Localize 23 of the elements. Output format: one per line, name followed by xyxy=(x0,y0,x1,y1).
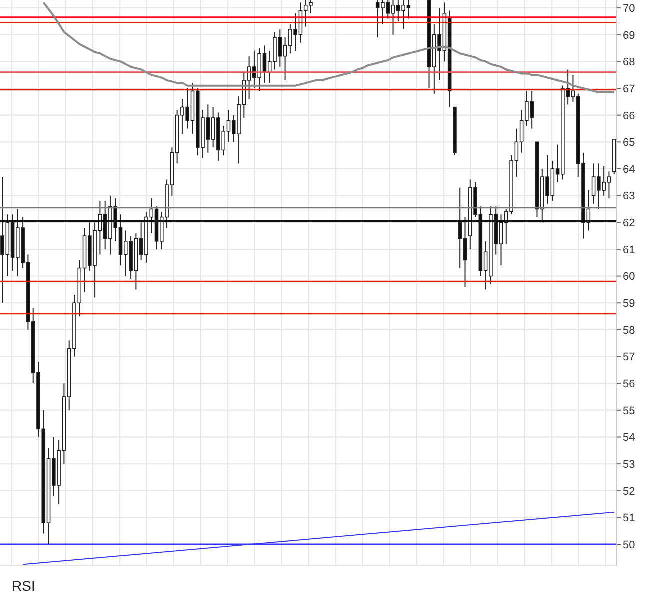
y-tick-label: 66 xyxy=(623,110,636,122)
y-tick-label: 56 xyxy=(623,378,636,390)
y-tick-label: 65 xyxy=(623,137,636,150)
y-tick-label: 51 xyxy=(623,512,636,525)
y-tick-label: 54 xyxy=(623,432,636,444)
y-tick-label: 60 xyxy=(623,271,636,284)
y-tick-label: 55 xyxy=(623,405,636,418)
y-tick-label: 57 xyxy=(623,352,636,364)
y-tick-label: 50 xyxy=(623,539,636,552)
y-tick-label: 68 xyxy=(623,56,636,69)
y-tick-label: 53 xyxy=(623,458,636,471)
y-tick-label: 52 xyxy=(623,486,636,498)
text: RSI xyxy=(12,578,36,594)
y-tick-label: 59 xyxy=(623,298,636,310)
y-tick-label: 58 xyxy=(623,324,636,337)
line-series xyxy=(42,2,616,94)
y-tick-label: 69 xyxy=(623,30,636,42)
y-tick-label: 63 xyxy=(623,190,636,203)
y-tick-label: 62 xyxy=(623,218,636,230)
y-tick-label: 64 xyxy=(623,164,636,176)
y-tick-label: 61 xyxy=(623,244,636,256)
y-tick-label: 67 xyxy=(623,83,636,96)
y-tick-label: 70 xyxy=(623,2,636,15)
